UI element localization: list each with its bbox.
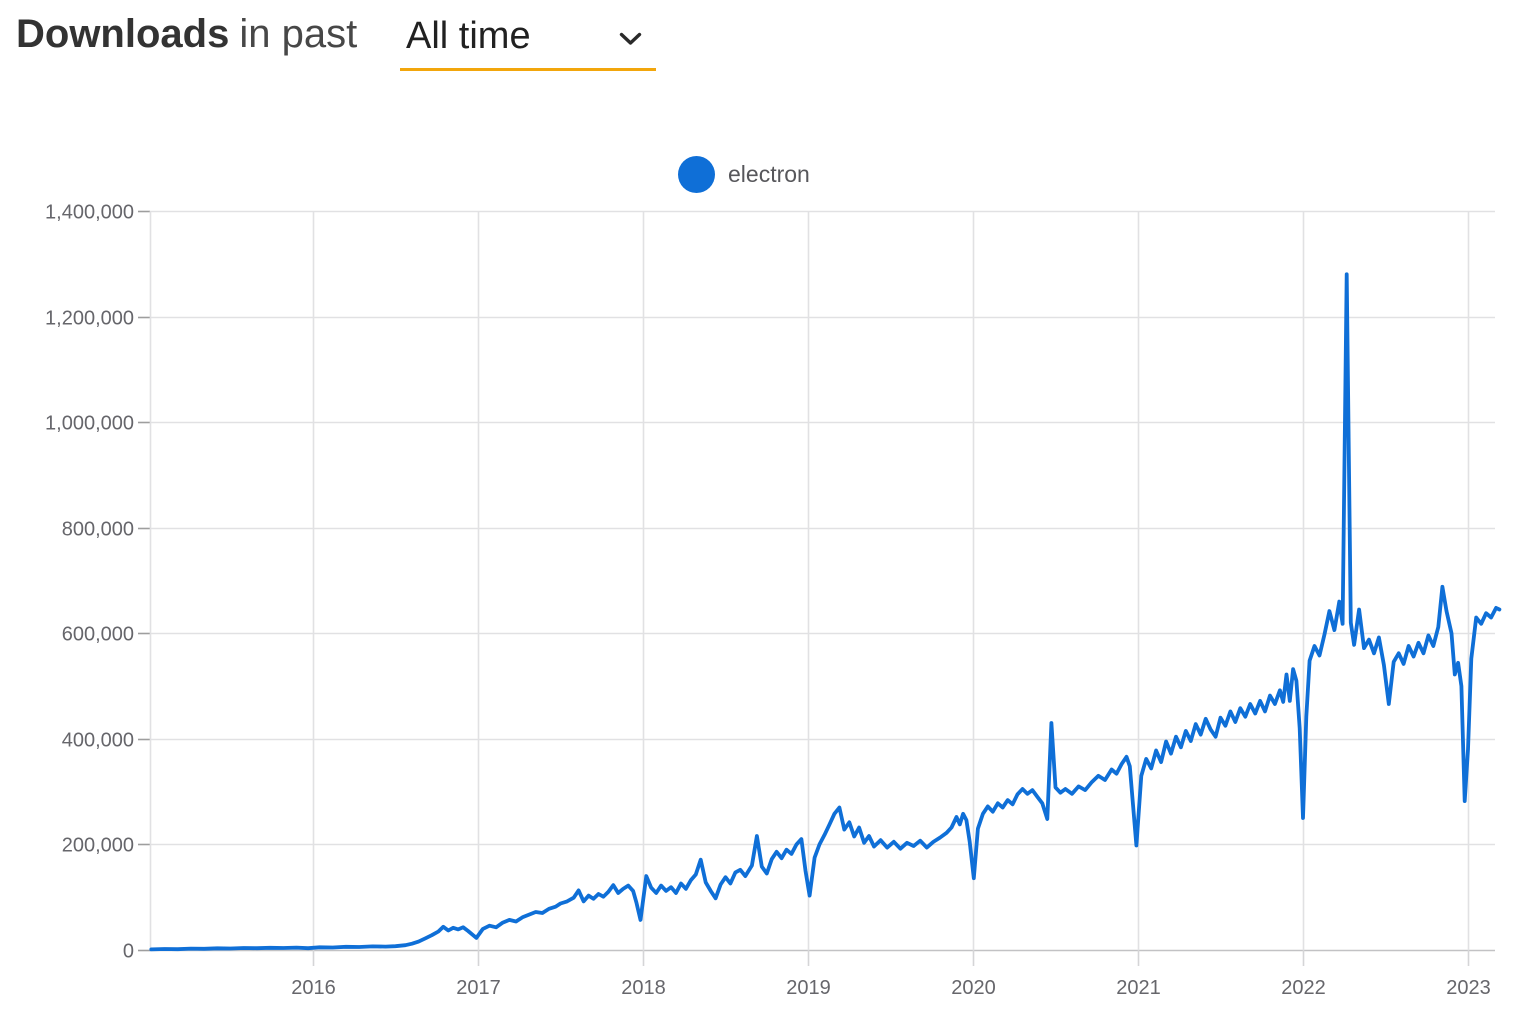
y-tick-label: 600,000 bbox=[62, 624, 134, 646]
y-tick-label: 0 bbox=[123, 941, 134, 963]
y-tick-label: 1,400,000 bbox=[45, 202, 134, 224]
title-in-past: in past bbox=[239, 12, 358, 56]
time-range-dropdown[interactable]: All time bbox=[400, 4, 656, 71]
x-tick-label: 2021 bbox=[1116, 977, 1161, 999]
x-tick-label: 2020 bbox=[951, 977, 996, 999]
x-tick-label: 2017 bbox=[456, 977, 501, 999]
chevron-down-icon bbox=[619, 32, 642, 45]
y-tick-label: 1,200,000 bbox=[45, 308, 134, 330]
x-tick-label: 2023 bbox=[1446, 977, 1491, 999]
x-tick-label: 2016 bbox=[291, 977, 336, 999]
y-tick-label: 1,000,000 bbox=[45, 413, 134, 435]
series-line-electron[interactable] bbox=[149, 272, 1502, 952]
y-tick-label: 800,000 bbox=[62, 519, 134, 541]
legend: electron bbox=[678, 156, 810, 193]
time-range-value: All time bbox=[406, 15, 531, 57]
x-tick-label: 2022 bbox=[1281, 977, 1326, 999]
x-tick-label: 2018 bbox=[621, 977, 666, 999]
title-downloads: Downloads bbox=[16, 12, 230, 56]
legend-marker-electron[interactable] bbox=[678, 156, 715, 193]
x-tick-label: 2019 bbox=[786, 977, 831, 999]
legend-label-electron[interactable]: electron bbox=[728, 161, 810, 187]
page-title: Downloads in past bbox=[16, 6, 357, 62]
y-tick-label: 400,000 bbox=[62, 730, 134, 752]
y-tick-label: 200,000 bbox=[62, 835, 134, 857]
